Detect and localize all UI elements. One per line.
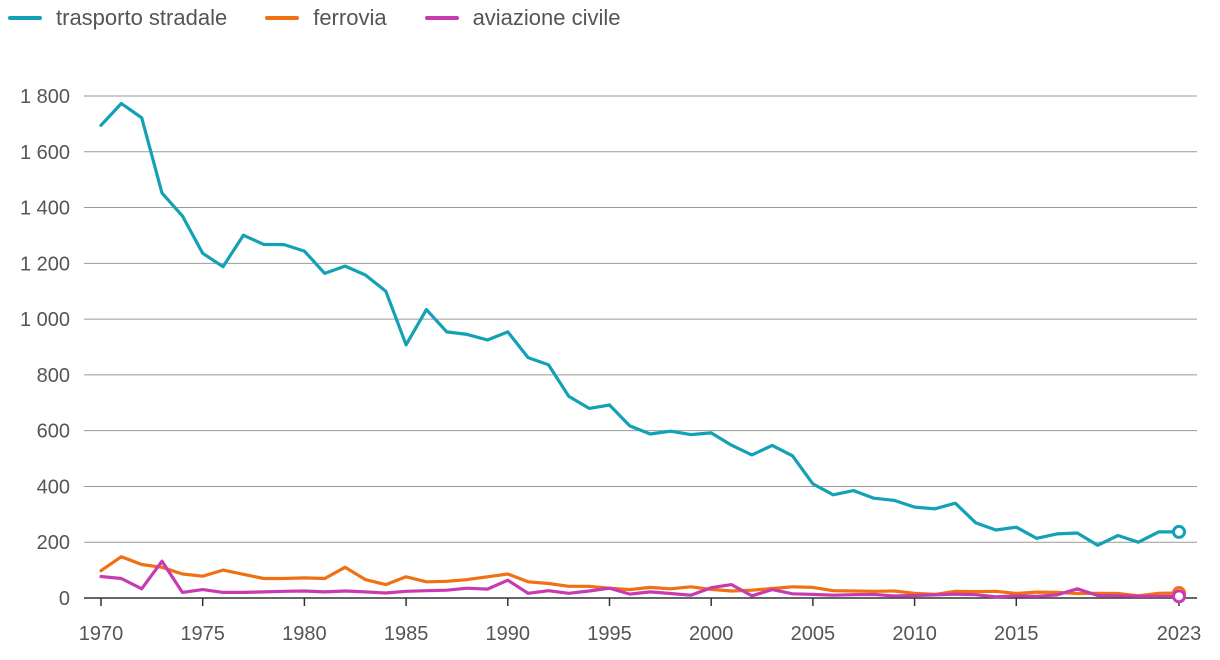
legend-label-aviation: aviazione civile (472, 5, 621, 30)
legend-item-road: trasporto stradale (8, 5, 227, 31)
x-tick-label: 2000 (689, 623, 734, 645)
y-tick-label: 1 400 (20, 198, 70, 220)
y-tick-label: 400 (37, 476, 70, 498)
legend-swatch-rail (265, 16, 300, 20)
y-tick-label: 800 (37, 365, 70, 387)
series-line (99, 101, 1181, 547)
x-tick-label: 1975 (180, 623, 225, 645)
y-tick-label: 1 600 (20, 142, 70, 164)
y-tick-label: 0 (59, 588, 70, 610)
endpoint-marker (1172, 524, 1186, 539)
legend-item-aviation: aviazione civile (424, 5, 621, 31)
series-lines (99, 101, 1181, 599)
x-tick-label: 2005 (791, 623, 836, 645)
y-tick-label: 1 800 (20, 86, 70, 108)
x-tick-label: 1990 (486, 623, 531, 645)
y-tick-label: 200 (37, 532, 70, 554)
legend-item-rail: ferrovia (265, 5, 387, 31)
series-line (99, 559, 1181, 599)
x-tick-label: 2010 (892, 623, 937, 645)
x-axis-ticks: 1970 1975 1980 1985 1990 1995 2000 2005 2010 2015… (79, 598, 1202, 645)
y-axis-tick-labels: 0 200 400 600 800 1 000 1 200 1 400 1 600 1 800 (20, 86, 70, 610)
x-tick-label: 1985 (384, 623, 429, 645)
legend-swatch-aviation (424, 16, 459, 20)
gridlines (84, 95, 1197, 599)
y-tick-label: 1 200 (20, 253, 70, 275)
endpoint-markers (1172, 524, 1186, 604)
legend-label-rail: ferrovia (313, 5, 387, 30)
x-tick-label: 1995 (587, 623, 632, 645)
legend: trasporto stradale ferrovia aviazione ci… (8, 4, 621, 32)
legend-label-road: trasporto stradale (56, 5, 228, 30)
x-tick-label: 1970 (79, 623, 124, 645)
legend-swatch-road (8, 16, 42, 20)
x-tick-label: 2015 (994, 623, 1039, 645)
y-tick-label: 600 (37, 421, 70, 443)
x-tick-label: 2023 (1157, 623, 1202, 645)
y-tick-label: 1 000 (20, 309, 70, 331)
endpoint-marker (1172, 589, 1186, 604)
series-line (99, 555, 1181, 598)
x-tick-label: 1980 (282, 623, 327, 645)
